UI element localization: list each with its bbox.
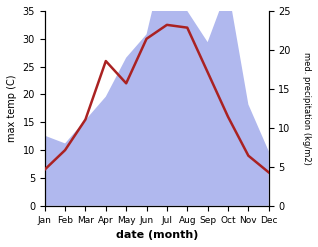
Y-axis label: med. precipitation (kg/m2): med. precipitation (kg/m2) <box>302 52 311 165</box>
X-axis label: date (month): date (month) <box>115 230 198 240</box>
Y-axis label: max temp (C): max temp (C) <box>7 75 17 142</box>
